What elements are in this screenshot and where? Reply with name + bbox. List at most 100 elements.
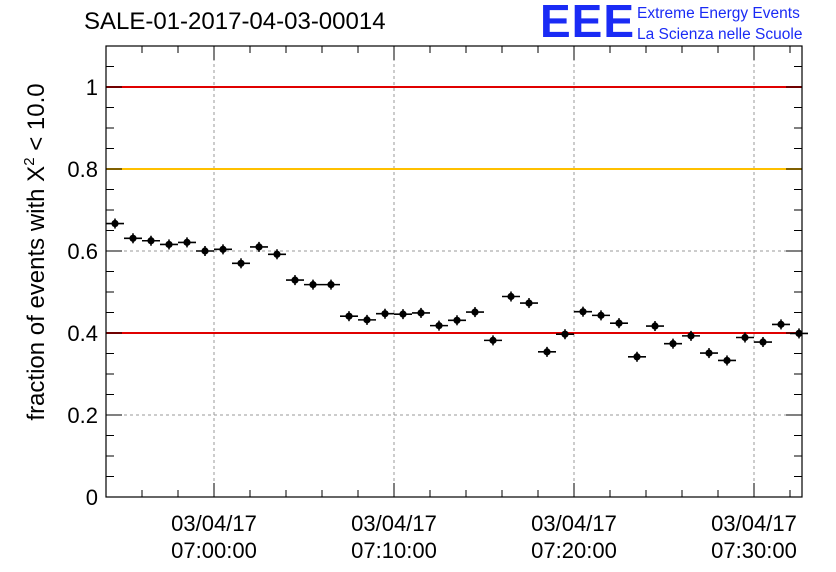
- data-point: [214, 244, 232, 255]
- data-point: [700, 348, 718, 359]
- data-point-marker: [327, 281, 335, 289]
- plot-border: [105, 45, 803, 498]
- y-tick-label: 0.4: [67, 321, 98, 346]
- data-point: [682, 330, 700, 341]
- y-tick-label: 0: [86, 485, 98, 510]
- x-tick-date-label: 03/04/17: [351, 511, 437, 536]
- data-point-marker: [291, 276, 299, 284]
- data-point: [772, 319, 790, 330]
- data-point-marker: [579, 308, 587, 316]
- reference-lines: [106, 86, 802, 334]
- data-point: [250, 241, 268, 252]
- data-point: [178, 237, 196, 248]
- x-tick-time-label: 07:20:00: [531, 538, 617, 563]
- x-tick-date-label: 03/04/17: [171, 511, 257, 536]
- data-point-marker: [183, 238, 191, 246]
- data-point-marker: [471, 308, 479, 316]
- data-point: [142, 235, 160, 246]
- data-point-marker: [273, 250, 281, 258]
- data-point: [394, 309, 412, 320]
- data-point-marker: [147, 237, 155, 245]
- data-point: [196, 246, 214, 256]
- grid: [106, 46, 802, 497]
- data-point: [376, 308, 394, 319]
- data-point: [358, 314, 376, 325]
- data-point: [592, 310, 610, 321]
- data-point-marker: [345, 312, 353, 320]
- plot-frame: [105, 45, 803, 498]
- data-point-marker: [309, 281, 317, 289]
- data-point: [646, 321, 664, 332]
- data-point: [340, 311, 358, 322]
- data-point: [484, 335, 502, 346]
- logo-line-1: Extreme Energy Events: [637, 5, 800, 22]
- data-point-marker: [795, 329, 803, 338]
- x-tick-time-label: 07:30:00: [711, 538, 797, 563]
- data-point: [556, 329, 574, 340]
- data-point: [574, 306, 592, 317]
- data-point-marker: [111, 219, 119, 228]
- data-point: [106, 218, 124, 229]
- data-point-marker: [417, 309, 425, 317]
- data-point-marker: [543, 348, 551, 356]
- tick-labels: 00.20.40.60.8103/04/1707:00:0003/04/1707…: [67, 75, 796, 563]
- y-tick-label: 0.6: [67, 239, 98, 264]
- data-point-marker: [435, 322, 443, 330]
- data-point-marker: [165, 240, 173, 249]
- data-point: [790, 328, 808, 339]
- data-point: [286, 275, 304, 286]
- data-point-marker: [741, 333, 749, 342]
- data-point: [538, 346, 556, 357]
- y-tick-label: 1: [86, 75, 98, 100]
- data-point: [736, 332, 754, 343]
- data-point-marker: [363, 316, 371, 324]
- chart-title: SALE-01-2017-04-03-00014: [84, 8, 386, 35]
- data-point-marker: [381, 310, 389, 318]
- data-point-marker: [633, 353, 641, 361]
- data-point: [466, 307, 484, 318]
- data-point-marker: [669, 340, 677, 348]
- logo-line-2: La Scienza nelle Scuole: [637, 26, 803, 43]
- data-point: [718, 355, 736, 366]
- data-point: [664, 338, 682, 349]
- data-point-marker: [759, 338, 767, 346]
- y-tick-label: 0.8: [67, 157, 98, 182]
- data-points: [106, 218, 808, 366]
- data-point-marker: [723, 356, 731, 365]
- data-point: [520, 298, 538, 309]
- data-point-marker: [615, 319, 623, 327]
- data-point-marker: [453, 316, 461, 324]
- data-point-marker: [399, 310, 407, 318]
- data-point-marker: [219, 245, 227, 253]
- data-point-marker: [705, 349, 713, 357]
- data-point-marker: [777, 320, 785, 328]
- data-point-marker: [687, 332, 695, 340]
- data-point: [124, 233, 142, 244]
- data-point: [628, 351, 646, 362]
- eee-logo-mark: EEE: [540, 0, 636, 47]
- data-point: [754, 337, 772, 348]
- data-point: [430, 320, 448, 331]
- axis-ticks: [105, 45, 802, 498]
- data-point: [502, 291, 520, 302]
- data-point: [304, 279, 322, 290]
- x-tick-time-label: 07:00:00: [171, 538, 257, 563]
- x-tick-date-label: 03/04/17: [711, 511, 797, 536]
- data-point-marker: [525, 299, 533, 307]
- data-point-marker: [489, 336, 497, 344]
- data-point-marker: [255, 243, 263, 251]
- data-point: [610, 318, 628, 329]
- data-point-marker: [651, 322, 659, 330]
- data-point: [232, 258, 250, 269]
- data-point-marker: [129, 234, 137, 242]
- data-point: [268, 249, 286, 260]
- data-point: [160, 239, 178, 250]
- data-point: [448, 315, 466, 326]
- x-tick-time-label: 07:10:00: [351, 538, 437, 563]
- y-tick-label: 0.2: [67, 403, 98, 428]
- data-point-marker: [507, 292, 515, 301]
- data-point-marker: [597, 311, 605, 319]
- data-point-marker: [561, 330, 569, 338]
- data-point: [412, 307, 430, 318]
